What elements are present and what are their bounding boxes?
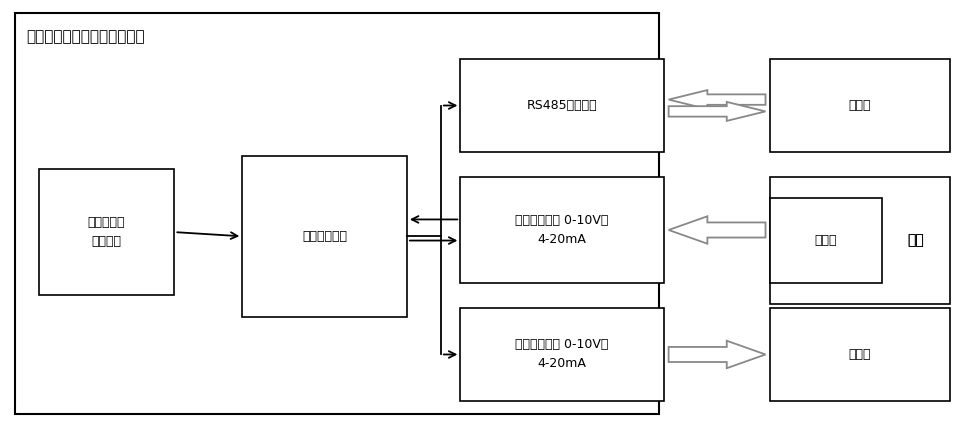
Bar — [460, 177, 664, 283]
Bar — [460, 308, 664, 401]
Bar — [770, 198, 882, 283]
Text: 输入端: 输入端 — [849, 348, 871, 361]
Polygon shape — [669, 102, 766, 121]
Bar — [770, 177, 950, 304]
Text: 阀门反馈信号 0-10V或
4-20mA: 阀门反馈信号 0-10V或 4-20mA — [516, 214, 609, 246]
Bar — [770, 59, 950, 152]
Text: 流量传感器
输入信号: 流量传感器 输入信号 — [88, 216, 125, 248]
Bar — [15, 13, 659, 414]
Text: 带压力平衡功能的电磁流量计: 带压力平衡功能的电磁流量计 — [26, 30, 144, 45]
Bar — [770, 308, 950, 401]
Text: 阀门: 阀门 — [907, 233, 924, 248]
Text: RS485通讯模块: RS485通讯模块 — [527, 99, 597, 112]
Text: 上位机: 上位机 — [849, 99, 871, 112]
Text: 阀门控制信号 0-10V或
4-20mA: 阀门控制信号 0-10V或 4-20mA — [516, 338, 609, 371]
Text: 反馈端: 反馈端 — [815, 234, 837, 247]
Polygon shape — [669, 216, 766, 244]
Bar — [39, 169, 174, 295]
Text: 阀门: 阀门 — [907, 233, 924, 248]
Polygon shape — [669, 90, 766, 109]
Polygon shape — [669, 341, 766, 368]
Bar — [242, 156, 407, 316]
Bar — [460, 59, 664, 152]
Text: 中央处理单元: 中央处理单元 — [302, 230, 347, 243]
